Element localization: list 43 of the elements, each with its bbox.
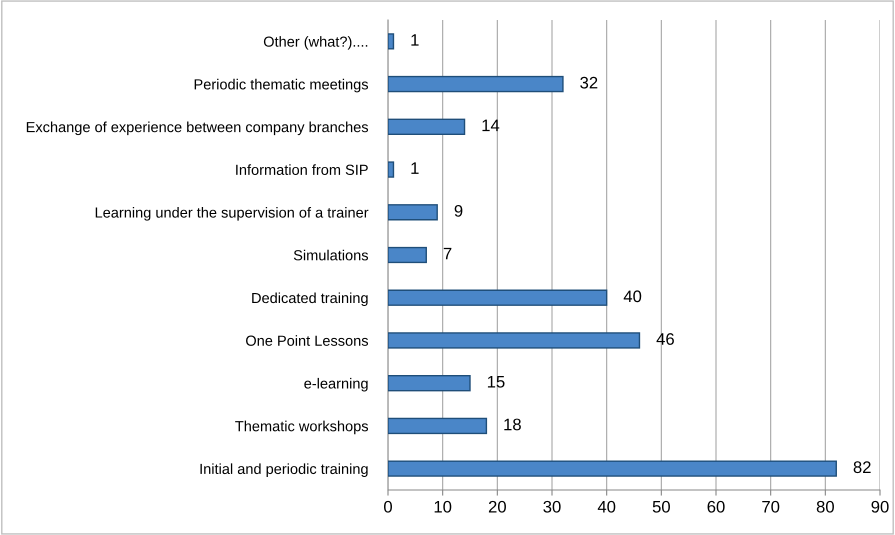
y-tick-label: Thematic workshops — [235, 420, 368, 434]
x-tick-label: 50 — [652, 500, 670, 513]
x-tick-label: 40 — [598, 500, 616, 513]
y-tick-label: Simulations — [294, 250, 368, 260]
data-label: 1 — [411, 162, 419, 174]
bar — [388, 33, 394, 50]
data-label: 18 — [504, 418, 521, 430]
y-tick-label: Dedicated training — [252, 292, 368, 306]
bar — [388, 418, 488, 434]
y-tick-label: e-learning — [304, 378, 368, 392]
data-label: 7 — [444, 248, 452, 260]
x-tick-label: 80 — [816, 500, 834, 513]
bar — [388, 118, 466, 135]
x-tick-label: 70 — [762, 500, 780, 513]
data-label: 15 — [488, 376, 505, 388]
y-tick-label: Initial and periodic training — [200, 463, 368, 477]
bar — [388, 290, 608, 306]
y-tick-label: One Point Lessons — [246, 335, 368, 346]
data-label: 46 — [656, 333, 674, 345]
bar — [388, 246, 427, 264]
y-tick-label: Exchange of experience between company branches — [26, 122, 368, 136]
x-tick-label: 90 — [872, 500, 889, 513]
data-label: 82 — [854, 461, 871, 474]
x-tick-label: 30 — [543, 500, 561, 513]
x-tick-label: 0 — [384, 500, 392, 513]
bar — [388, 161, 394, 178]
bar — [388, 375, 471, 392]
data-label: 40 — [624, 290, 642, 302]
bar — [388, 76, 564, 92]
y-tick-label: Learning under the supervision of a trainer — [96, 206, 368, 221]
bar — [388, 332, 640, 349]
data-label: 14 — [482, 120, 500, 132]
data-label: 1 — [411, 34, 419, 46]
x-tick-label: 20 — [488, 500, 506, 513]
data-label: 32 — [580, 76, 598, 89]
y-tick-label: Other (what?).... — [264, 36, 368, 50]
data-label: 9 — [454, 204, 462, 217]
y-tick-label: Information from SIP — [236, 164, 368, 175]
y-tick-label: Periodic thematic meetings — [194, 78, 368, 92]
bar — [388, 204, 438, 220]
x-tick-label: 60 — [708, 500, 725, 513]
bar — [388, 460, 837, 477]
x-tick-label: 10 — [434, 500, 452, 513]
